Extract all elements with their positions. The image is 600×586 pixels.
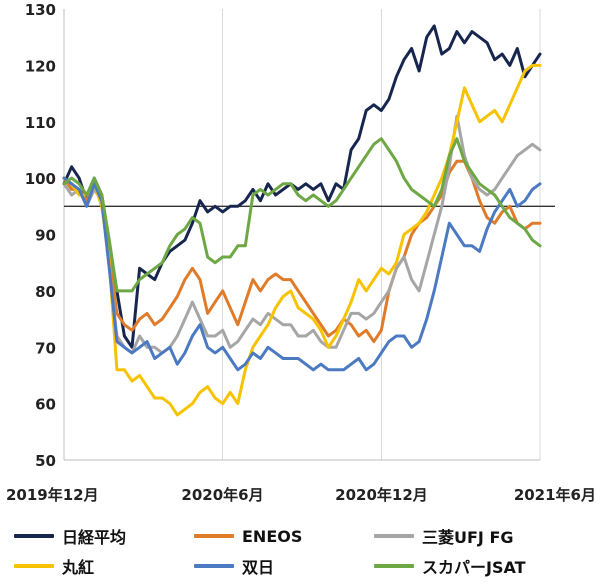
legend-swatch-0 (14, 534, 54, 538)
y-tick-label-2: 70 (35, 339, 56, 357)
legend-label-1: ENEOS (242, 526, 303, 546)
legend-swatch-1 (194, 534, 234, 538)
series-line-0 (62, 24, 542, 349)
legend-swatch-5 (374, 564, 414, 568)
y-tick-label-6: 110 (25, 114, 56, 132)
legend-label-5: スカパーJSAT (422, 558, 526, 577)
series-line-4 (62, 176, 542, 372)
legend-swatch-3 (14, 564, 54, 568)
y-tick-label-5: 100 (25, 170, 56, 188)
legend-swatch-4 (194, 564, 234, 568)
series-line-3 (62, 63, 542, 417)
series-line-2 (62, 114, 542, 355)
y-tick-label-3: 80 (35, 283, 56, 301)
x-tick-label-2: 2020年12月 (335, 486, 428, 504)
gridlines (63, 9, 541, 460)
x-tick-label-0: 2019年12月 (6, 486, 99, 504)
legend-label-4: 双日 (242, 558, 275, 577)
x-tick-labels: 2019年12月 2020年6月 2020年12月 2021年6月 (6, 486, 596, 504)
legend-label-0: 日経平均 (62, 528, 127, 547)
legend-item-0: 日経平均 (14, 524, 194, 548)
legend-label-3: 丸紅 (62, 558, 95, 577)
series-lines (62, 24, 542, 417)
x-tick-label-1: 2020年6月 (181, 486, 263, 504)
legend-label-2: 三菱UFJ FG (422, 528, 514, 547)
legend: 日経平均 ENEOS 三菱UFJ FG 丸紅 双日 スカパーJSAT (14, 524, 594, 578)
y-tick-label-1: 60 (35, 396, 56, 414)
x-tick-label-3: 2021年6月 (514, 486, 596, 504)
y-tick-label-8: 130 (25, 1, 56, 19)
y-tick-labels: 50 60 70 80 90 100 110 120 130 (25, 1, 56, 470)
series-line-5 (62, 137, 542, 293)
y-tick-label-4: 90 (35, 227, 56, 245)
axes (63, 9, 540, 461)
legend-swatch-2 (374, 534, 414, 538)
y-tick-label-7: 120 (25, 57, 56, 75)
legend-item-2: 三菱UFJ FG (374, 524, 594, 548)
legend-item-4: 双日 (194, 554, 374, 578)
y-tick-label-0: 50 (35, 452, 56, 470)
legend-item-5: スカパーJSAT (374, 554, 594, 578)
legend-item-3: 丸紅 (14, 554, 194, 578)
legend-item-1: ENEOS (194, 524, 374, 548)
series-line-1 (62, 159, 542, 344)
